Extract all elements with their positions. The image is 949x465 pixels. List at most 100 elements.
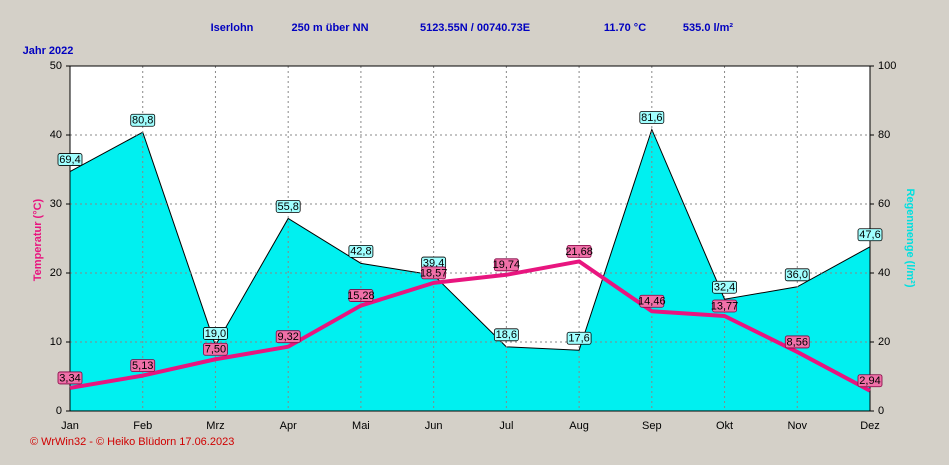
header-item: 250 m über NN [291, 22, 368, 34]
value-label-group: 9,32 [275, 330, 301, 344]
value-label-box [203, 342, 228, 356]
y2-axis-label: Regenmenge (l/m²) [904, 188, 916, 287]
value-label-box [130, 359, 156, 373]
value-label: 19,74 [493, 259, 521, 271]
y-tick-label: 10 [50, 336, 62, 348]
x-tick-label: Dez [860, 420, 880, 432]
value-label-group: 17,6 [566, 331, 592, 345]
x-tick-label: Jul [499, 420, 513, 432]
header-item: 11.70 °C [604, 22, 646, 34]
x-tick-label: Mai [352, 420, 370, 432]
value-label-group: 81,6 [639, 111, 665, 124]
value-label-box [421, 266, 447, 280]
value-label: 18,57 [420, 267, 448, 279]
value-label: 5,13 [132, 360, 153, 372]
value-label-group: 15,28 [347, 289, 375, 302]
y2-tick-label: 20 [878, 336, 890, 348]
y-tick-label: 50 [50, 60, 62, 72]
value-label-group: 21,68 [565, 245, 593, 258]
value-label: 32,4 [714, 282, 735, 294]
value-label-box [784, 268, 810, 282]
value-label-group: 19,74 [493, 258, 521, 272]
value-label-group: 19,0 [203, 327, 228, 340]
value-label-box [493, 328, 519, 342]
y-tick-label: 40 [50, 129, 62, 141]
value-label-box [348, 244, 374, 258]
value-label-box [712, 280, 737, 294]
value-label: 9,32 [277, 331, 298, 343]
value-label: 21,68 [565, 246, 593, 258]
value-label: 13,77 [711, 300, 739, 312]
x-tick-label: Okt [716, 420, 733, 432]
value-label: 3,34 [59, 372, 80, 384]
value-label-box [493, 258, 519, 272]
value-label: 36,0 [787, 269, 808, 281]
value-label-box [639, 294, 665, 308]
value-label: 55,8 [277, 201, 298, 213]
rain-outline [69, 128, 871, 351]
x-tick-label: Aug [569, 420, 589, 432]
value-label: 14,46 [638, 296, 666, 308]
value-label: 69,4 [59, 154, 80, 166]
value-label: 19,0 [205, 328, 226, 340]
value-label-group: 47,6 [857, 228, 883, 242]
value-label-group: 32,4 [712, 280, 737, 294]
x-tick-label: Jan [61, 420, 79, 432]
rain-area [70, 129, 870, 412]
x-tick-label: Apr [280, 420, 297, 432]
value-label-box [348, 289, 374, 302]
value-label-box [203, 327, 228, 340]
x-tick-label: Nov [787, 420, 807, 432]
header-item: 5123.55N / 00740.73E [420, 22, 530, 34]
value-label: 7,50 [205, 344, 226, 356]
value-label-group: 55,8 [275, 200, 301, 213]
value-label-group: 42,8 [348, 244, 374, 258]
subtitle: Jahr 2022 [23, 45, 74, 57]
y-tick-label: 0 [56, 405, 62, 417]
value-label-box [275, 330, 301, 344]
y2-tick-label: 80 [878, 129, 890, 141]
value-label-group: 80,8 [130, 113, 156, 127]
y-tick-label: 20 [50, 267, 62, 279]
y-tick-label: 30 [50, 198, 62, 210]
value-label-box [275, 200, 301, 213]
x-tick-label: Feb [133, 420, 152, 432]
value-label-box [130, 113, 156, 127]
value-label: 2,94 [859, 375, 880, 387]
x-tick-label: Jun [425, 420, 443, 432]
header-item: 535.0 l/m² [683, 22, 733, 34]
value-label: 17,6 [568, 333, 589, 345]
value-label-box [566, 331, 592, 345]
value-label-box [57, 153, 83, 166]
value-label: 81,6 [641, 112, 662, 124]
value-label-box [712, 299, 737, 313]
x-tick-label: Mrz [206, 420, 224, 432]
value-label: 8,56 [787, 336, 808, 348]
value-label-box [784, 335, 810, 349]
value-label-box [857, 374, 883, 388]
y2-tick-label: 40 [878, 267, 890, 279]
y-axis-label: Temperatur (°C) [32, 198, 44, 281]
value-label-group: 7,50 [203, 342, 228, 356]
value-label: 18,6 [496, 329, 517, 341]
header-item: Iserlohn [211, 22, 254, 34]
value-label: 47,6 [859, 229, 880, 241]
value-label-group: 69,4 [57, 153, 83, 166]
y2-tick-label: 60 [878, 198, 890, 210]
value-label-group: 14,46 [638, 294, 666, 308]
value-label: 15,28 [347, 290, 375, 302]
value-label-group: 2,94 [857, 374, 883, 388]
value-label-group: 36,0 [784, 268, 810, 282]
value-label-box [857, 228, 883, 242]
value-label-box [57, 371, 83, 385]
value-label-group: 18,6 [493, 328, 519, 342]
value-label-group: 8,56 [784, 335, 810, 349]
value-label-box [566, 245, 592, 258]
y2-tick-label: 0 [878, 405, 884, 417]
value-label: 80,8 [132, 115, 153, 127]
x-tick-label: Sep [642, 420, 662, 432]
value-label-group: 13,77 [711, 299, 739, 313]
temperature-line [69, 259, 871, 393]
value-label: 42,8 [350, 246, 371, 258]
